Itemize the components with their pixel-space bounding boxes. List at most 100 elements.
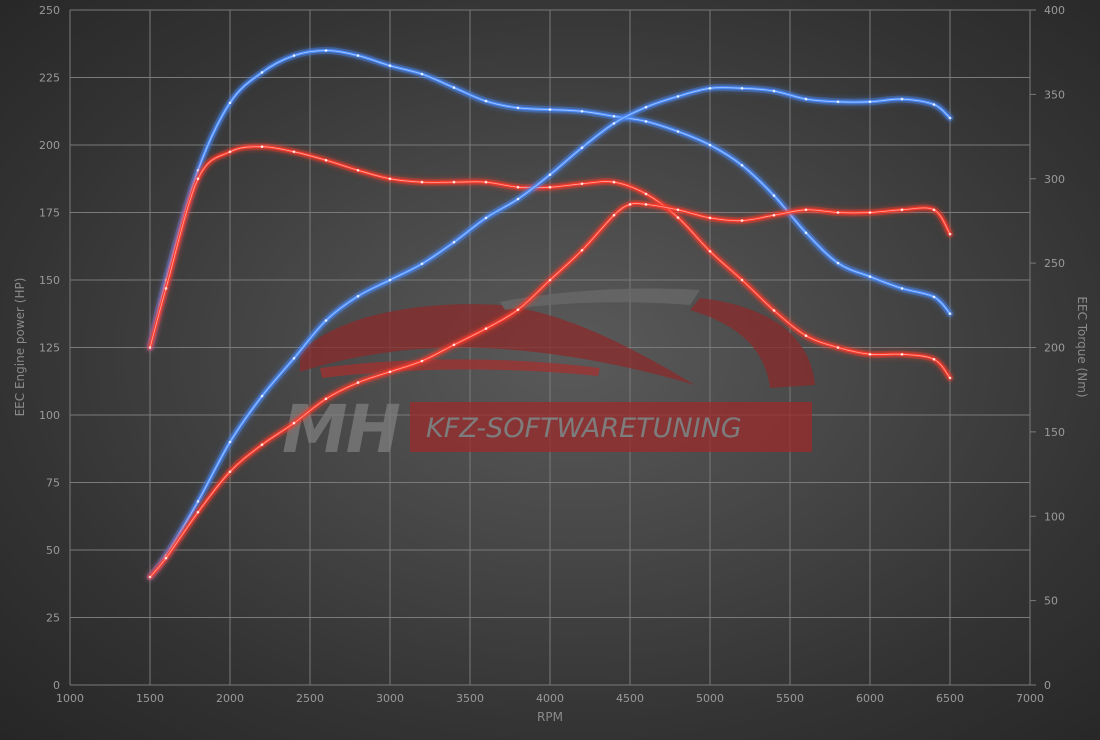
series-point — [420, 359, 424, 363]
tick-labels: 1000 1500 2000 2500 3000 3500 4000 4500 5000 5500… — [39, 4, 1065, 705]
x-axis-title: RPM — [537, 710, 563, 724]
y-tick-label-left: 25 — [46, 612, 60, 625]
series-point — [740, 278, 744, 282]
series-point — [484, 327, 488, 330]
series-point — [644, 192, 648, 196]
x-tick-label: 2500 — [296, 692, 324, 705]
series-point — [452, 343, 456, 347]
watermark-banner — [410, 402, 812, 452]
x-tick-label: 4500 — [616, 692, 644, 705]
series-point — [260, 145, 264, 148]
y-axis-title-left: EEC Engine power (HP) — [13, 278, 27, 417]
series-point — [420, 72, 424, 76]
series-point — [388, 177, 392, 181]
series-point — [452, 86, 456, 89]
series-point — [740, 87, 744, 90]
y-tick-label-right: 300 — [1044, 173, 1065, 186]
y-tick-label-right: 0 — [1044, 679, 1051, 692]
series-highlight — [149, 202, 951, 578]
series-point — [948, 376, 952, 380]
series-point — [484, 216, 488, 220]
series-layer — [146, 47, 954, 581]
series-point — [516, 308, 520, 312]
series-point — [772, 194, 776, 197]
series-point — [644, 105, 648, 109]
series-point — [420, 262, 424, 266]
series-point — [772, 309, 776, 312]
series-point — [164, 556, 168, 560]
series-point — [484, 99, 488, 103]
x-tick-label: 4000 — [536, 692, 564, 705]
series-point — [772, 89, 776, 93]
series-point — [708, 216, 712, 220]
series-point — [516, 197, 520, 201]
series-1-tuned-right — [146, 143, 954, 382]
series-point — [804, 97, 808, 101]
y-tick-label-left: 50 — [46, 544, 60, 557]
series-point — [148, 346, 152, 349]
series-point — [388, 278, 392, 282]
x-tick-label: 5000 — [696, 692, 724, 705]
series-point — [260, 71, 264, 74]
x-tick-label: 6000 — [856, 692, 884, 705]
x-tick-label: 6500 — [936, 692, 964, 705]
series-point — [676, 208, 680, 212]
series-point — [260, 443, 264, 447]
y-tick-label-right: 150 — [1044, 426, 1065, 439]
series-point — [804, 334, 808, 338]
series-point — [772, 213, 776, 217]
x-tick-label: 5500 — [776, 692, 804, 705]
series-point — [580, 249, 584, 252]
series-point — [452, 240, 456, 244]
series-3-tuned-left — [146, 199, 954, 581]
series-point — [548, 173, 552, 176]
watermark-grey-arc — [500, 288, 700, 310]
series-point — [948, 116, 952, 120]
y-tick-label-left: 200 — [39, 139, 60, 152]
series-point — [420, 180, 424, 184]
series-point — [356, 294, 360, 298]
series-point — [868, 211, 872, 214]
y-tick-label-right: 250 — [1044, 257, 1065, 270]
series-point — [836, 261, 840, 265]
series-point — [836, 211, 840, 214]
series-point — [676, 216, 680, 219]
series-point — [148, 575, 152, 579]
y-tick-label-left: 225 — [39, 72, 60, 85]
series-point — [292, 150, 296, 154]
x-tick-label: 7000 — [1016, 692, 1044, 705]
series-point — [804, 231, 808, 235]
series-point — [612, 122, 616, 125]
series-point — [324, 397, 328, 401]
series-point — [388, 64, 392, 67]
y-tick-label-left: 125 — [39, 342, 60, 355]
series-point — [836, 346, 840, 349]
y-tick-label-right: 100 — [1044, 510, 1065, 523]
series-point — [868, 275, 872, 278]
series-point — [260, 394, 264, 398]
series-point — [628, 203, 632, 206]
y-tick-label-left: 150 — [39, 274, 60, 287]
series-point — [164, 287, 168, 290]
series-point — [228, 440, 232, 444]
series-point — [196, 510, 200, 514]
series-point — [868, 100, 872, 104]
watermark-car-line — [320, 359, 600, 378]
series-point — [740, 164, 744, 167]
series-point — [708, 250, 712, 253]
series-point — [900, 208, 904, 212]
series-point — [548, 278, 552, 282]
series-point — [804, 208, 808, 212]
y-tick-label-left: 0 — [53, 679, 60, 692]
watermark-mh-text: MH — [282, 391, 400, 468]
series-point — [900, 353, 904, 356]
series-point — [836, 100, 840, 104]
series-point — [196, 177, 200, 181]
series-point — [868, 353, 872, 356]
series-point — [612, 213, 616, 217]
series-point — [900, 287, 904, 290]
y-tick-label-right: 400 — [1044, 4, 1065, 17]
x-tick-label: 1000 — [56, 692, 84, 705]
